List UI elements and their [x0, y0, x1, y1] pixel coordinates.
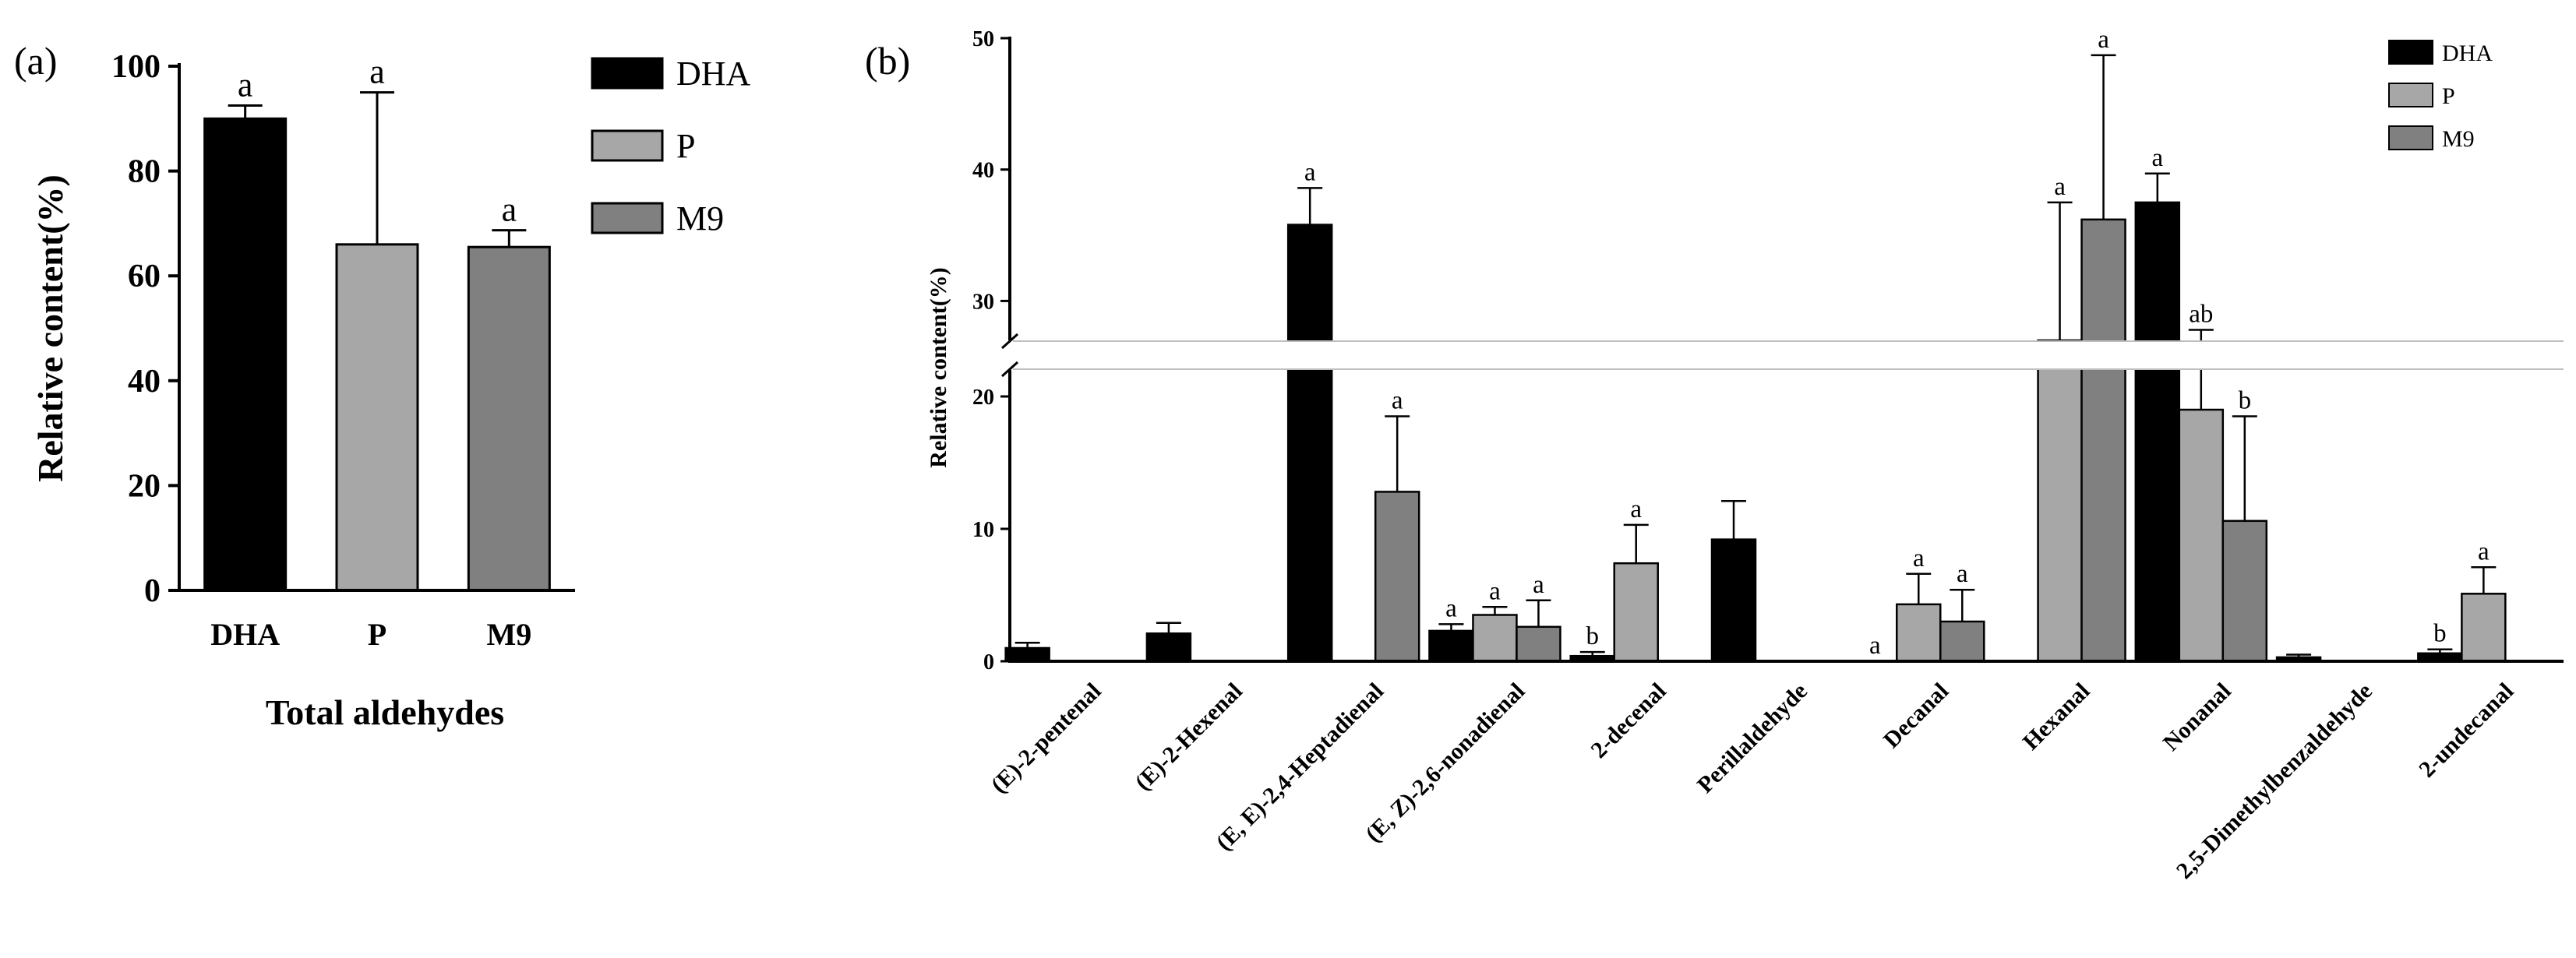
legend-swatch-m9 — [2388, 125, 2433, 150]
bar-p-2-decenal — [1613, 562, 1659, 663]
y-tick-label-80: 80 — [128, 154, 161, 190]
x-tick-label-2-decenal: 2-decenal — [1586, 678, 1671, 763]
significance-letter-p-e-z-2-6-nonadienal: a — [1489, 577, 1501, 605]
axis-break-mark-lower — [1000, 361, 1019, 378]
x-tick-label-p: P — [368, 617, 386, 652]
y-tick-label-40: 40 — [128, 364, 161, 400]
significance-letter-m9-e-e-2-4-heptadienal: a — [1392, 387, 1403, 415]
y-tick-label-60: 60 — [128, 259, 161, 294]
significance-letter-m9-e-z-2-6-nonadienal: a — [1533, 571, 1544, 599]
y-axis-title: Relative content(%) — [926, 267, 951, 467]
significance-letter-dha-2-undecanal: b — [2433, 620, 2447, 648]
axis-break-gap — [1013, 342, 2567, 368]
legend-swatch-dha — [591, 57, 664, 90]
bar-m9-decanal — [1939, 620, 1985, 663]
x-tick-label-hexanal: Hexanal — [2018, 678, 2095, 755]
y-tick-label-50: 50 — [972, 27, 994, 51]
y-tick-label-100: 100 — [111, 49, 161, 85]
x-tick-label-m9: M9 — [486, 617, 531, 652]
panel-a-label: (a) — [14, 39, 58, 83]
bar-m9 — [467, 245, 551, 592]
significance-letter-m9-decanal: a — [1957, 560, 1968, 588]
x-tick-label-nonanal: Nonanal — [2158, 678, 2236, 756]
legend-label-dha: DHA — [676, 55, 751, 93]
legend-label-m9: M9 — [2442, 126, 2475, 152]
bar-dha-e-z-2-6-nonadienal — [1428, 629, 1474, 663]
significance-letter-p: a — [369, 53, 385, 91]
significance-letter-dha-2-decenal: b — [1586, 622, 1599, 650]
significance-letter-dha-decanal: a — [1869, 632, 1881, 660]
axis-break-mark-upper — [1000, 333, 1019, 350]
bar-dha-e-e-2-4-heptadienal — [1286, 224, 1333, 663]
bar-p-2-undecanal — [2461, 593, 2507, 663]
bar-p-decanal — [1896, 603, 1942, 663]
bar-dha-perillaldehyde — [1710, 538, 1757, 663]
y-tick-label-10: 10 — [972, 518, 994, 542]
legend-swatch-dha — [2388, 40, 2433, 65]
legend-swatch-m9 — [591, 202, 664, 234]
y-tick-label-30: 30 — [972, 290, 994, 314]
bar-p-e-z-2-6-nonadienal — [1472, 614, 1518, 663]
y-tick-label-0: 0 — [144, 573, 161, 609]
legend-swatch-p — [2388, 83, 2433, 107]
y-tick-label-20: 20 — [128, 468, 161, 504]
x-tick-label-dha: DHA — [210, 617, 280, 652]
y-tick-label-0: 0 — [983, 650, 994, 674]
significance-letter-p-nonanal: ab — [2189, 301, 2213, 329]
significance-letter-p-hexanal: a — [2054, 173, 2066, 201]
bar-m9-hexanal — [2080, 218, 2126, 663]
bar-p-nonanal — [2178, 408, 2225, 663]
bar-dha — [203, 117, 288, 592]
significance-letter-m9-hexanal: a — [2098, 26, 2109, 54]
significance-letter-dha-nonanal: a — [2151, 144, 2163, 172]
significance-letter-m9: a — [502, 191, 517, 229]
bar-dha-nonanal — [2134, 201, 2181, 663]
x-tick-label-2-undecanal: 2-undecanal — [2414, 678, 2518, 783]
panel-b-label: (b) — [865, 39, 910, 83]
x-tick-label-perillaldehyde: Perillaldehyde — [1692, 678, 1812, 798]
x-tick-label-e-z-2-6-nonadienal: (E, Z)-2,6-nonadienal — [1360, 678, 1530, 847]
significance-letter-p-2-undecanal: a — [2478, 537, 2490, 565]
x-axis-title: Total aldehydes — [266, 692, 504, 732]
bar-p-hexanal — [2037, 339, 2083, 663]
x-tick-label-decanal: Decanal — [1879, 678, 1953, 753]
bar-m9-e-e-2-4-heptadienal — [1374, 491, 1420, 663]
bar-dha-e-2-pentenal — [1004, 646, 1050, 663]
panel-a-chart: (a) a DHA a Pa M9 0 20 40 60 80 100 Relative conten… — [14, 39, 751, 732]
y-tick-label-20: 20 — [972, 386, 994, 410]
legend-label-p: P — [2442, 83, 2455, 109]
significance-letter-dha-e-z-2-6-nonadienal: a — [1445, 594, 1457, 622]
significance-letter-p-decanal: a — [1913, 544, 1925, 572]
significance-letter-dha-e-e-2-4-heptadienal: a — [1304, 158, 1316, 186]
x-tick-label-e-2-pentenal: (E)-2-pentenal — [986, 678, 1106, 798]
legend-label-p: P — [676, 127, 695, 165]
x-tick-label-e-2-hexenal: (E)-2-Hexenal — [1130, 678, 1247, 796]
legend-swatch-p — [591, 129, 664, 162]
legend-label-dha: DHA — [2442, 41, 2493, 66]
significance-letter-dha: a — [238, 65, 253, 104]
legend-label-m9: M9 — [676, 199, 724, 238]
bar-m9-e-z-2-6-nonadienal — [1516, 625, 1561, 663]
bar-dha-e-2-hexenal — [1145, 632, 1192, 663]
y-axis-title: Relative content(%) — [30, 174, 70, 482]
significance-letter-m9-nonanal: b — [2239, 387, 2252, 415]
significance-letter-p-2-decenal: a — [1630, 495, 1642, 523]
bar-p — [335, 243, 419, 592]
bar-m9-nonanal — [2221, 520, 2268, 663]
y-tick-label-40: 40 — [972, 159, 994, 183]
